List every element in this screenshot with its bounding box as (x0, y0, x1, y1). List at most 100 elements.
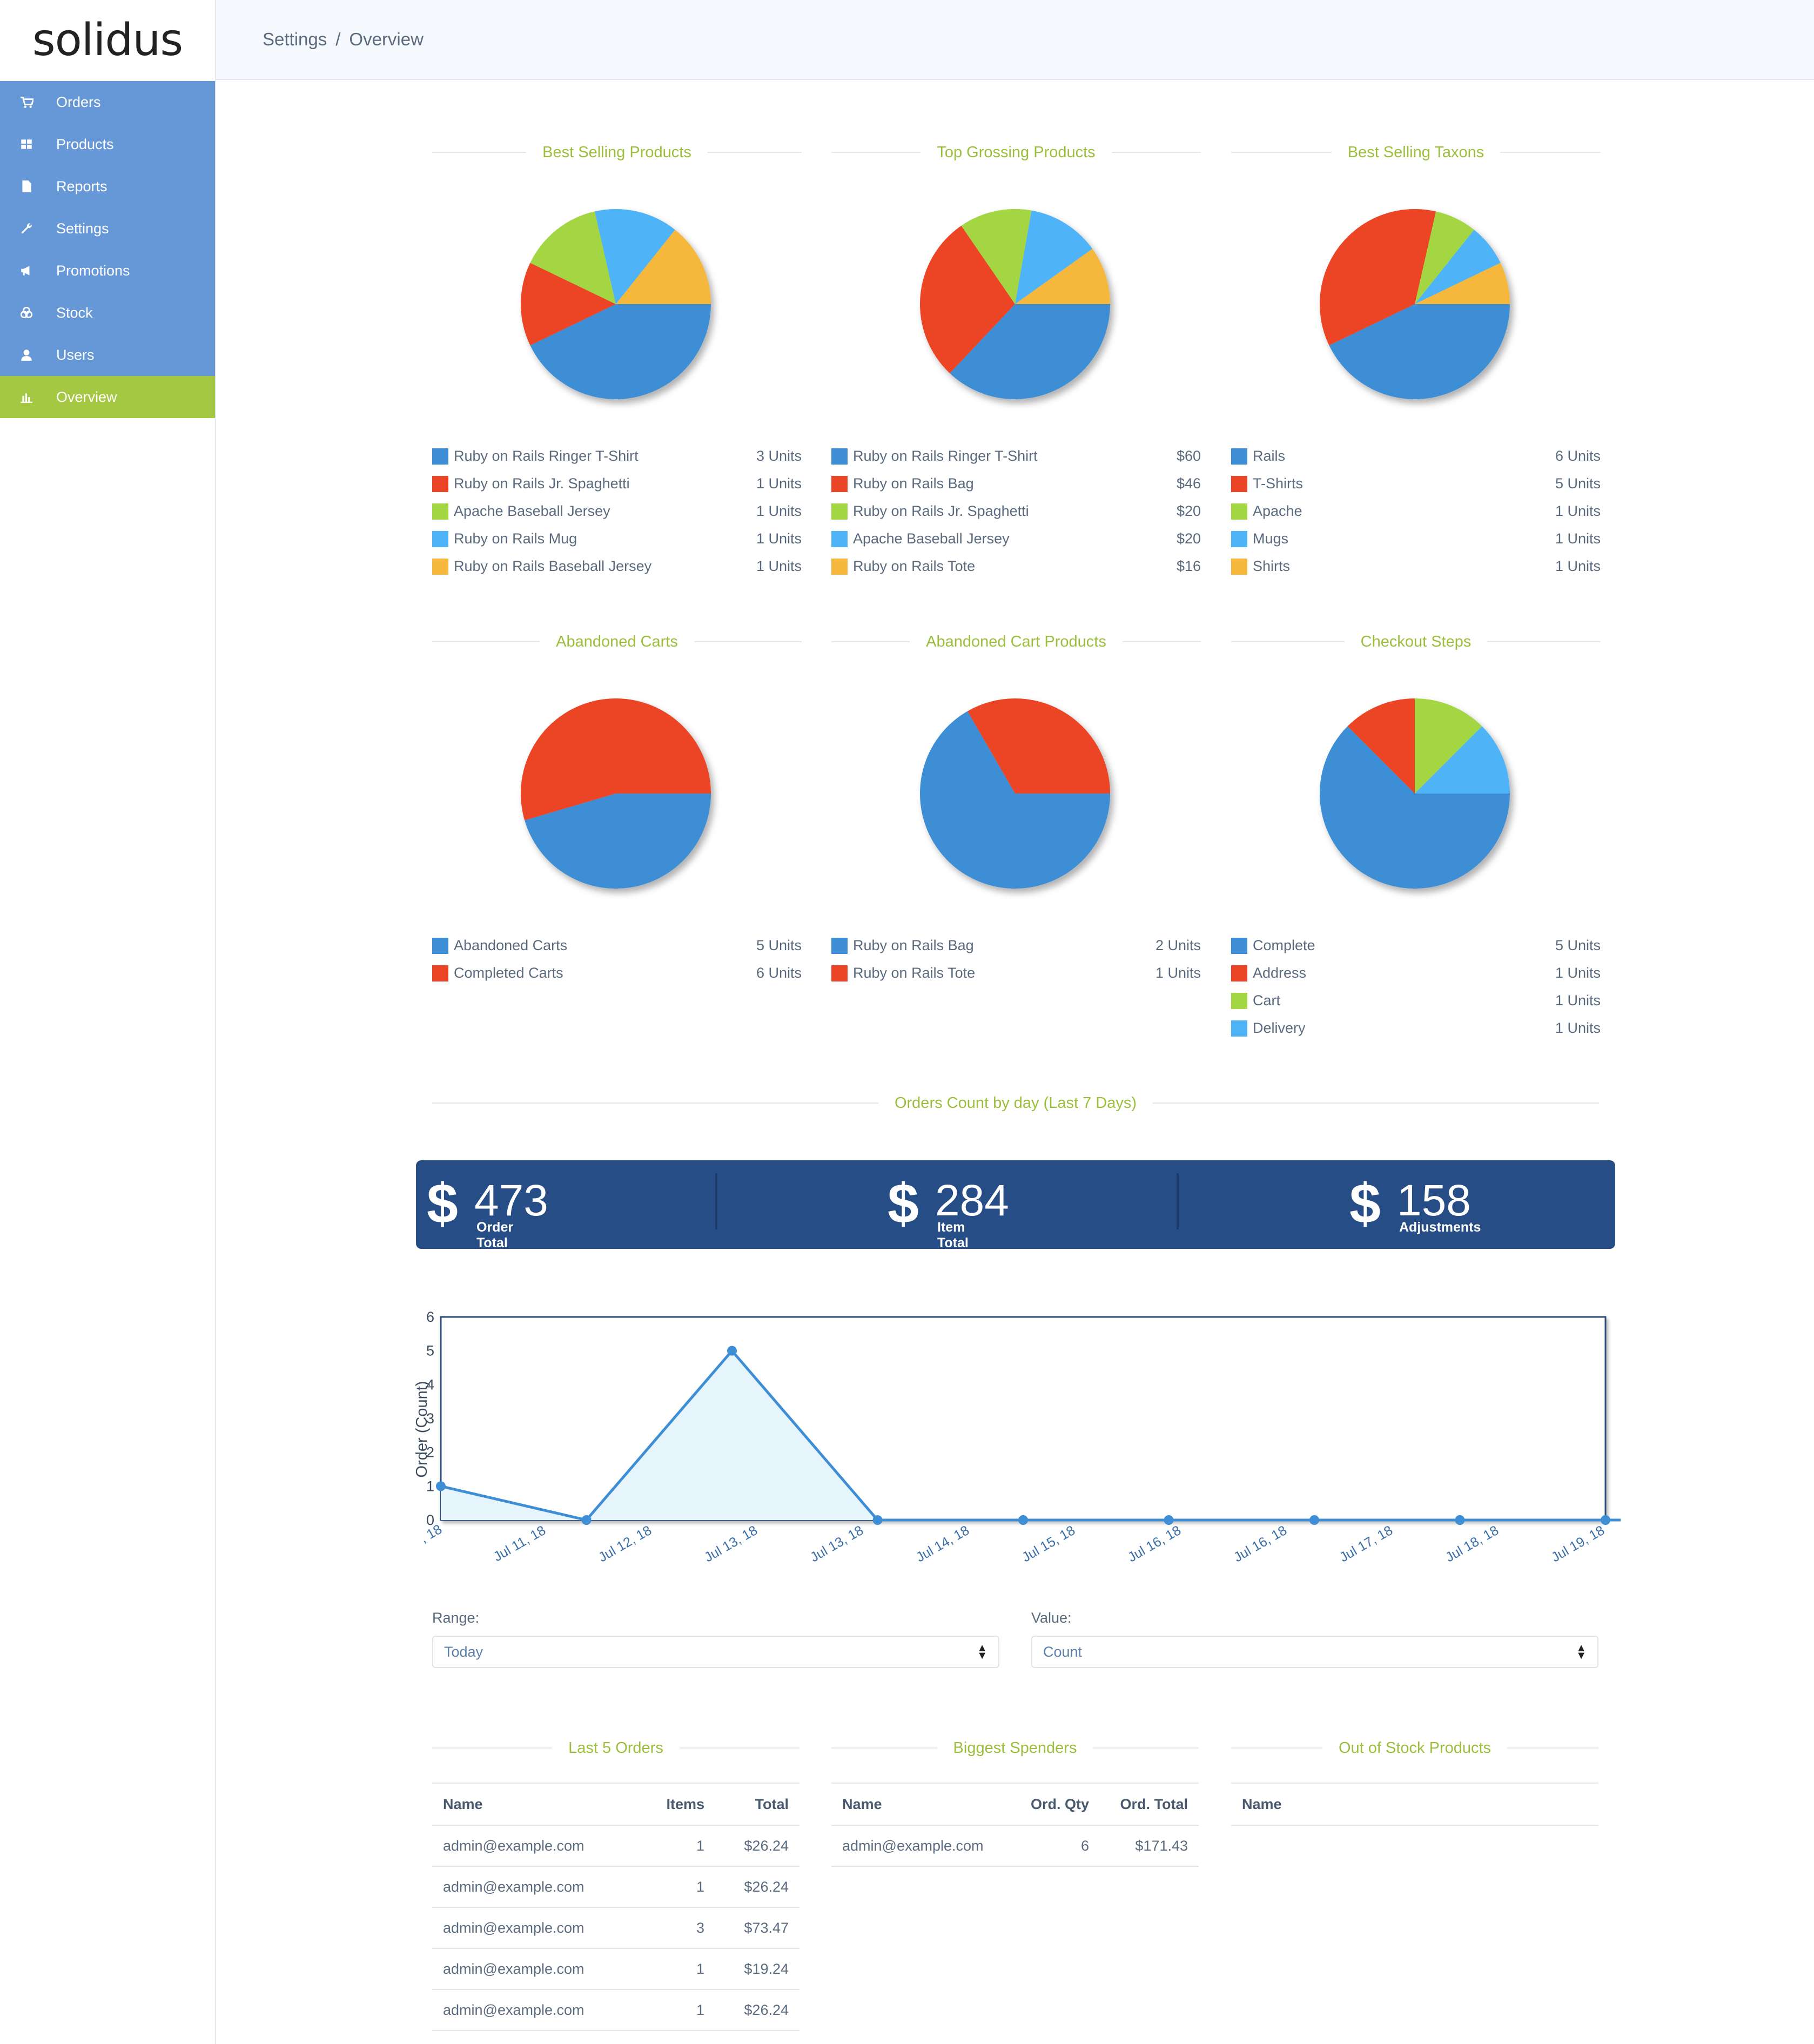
pie-slice-ruby-on-rails-ringer-t-shirt[interactable] (530, 304, 711, 399)
legend-label: Ruby on Rails Bag (853, 475, 974, 492)
legend-item[interactable]: Shirts 1 Units (1231, 553, 1601, 580)
item-total-dollar: $ (888, 1173, 919, 1235)
legend-item[interactable]: Ruby on Rails Tote 1 Units (831, 959, 1201, 987)
column-header-name[interactable]: Name (1231, 1783, 1598, 1826)
pie-slice-ruby-on-rails-baseball-jersey[interactable] (616, 230, 711, 304)
pie-slice-mugs[interactable] (1415, 230, 1501, 304)
value-select[interactable]: Count ▲ ▼ (1031, 1636, 1598, 1668)
column-header-total[interactable]: Total (715, 1783, 799, 1826)
breadcrumb-settings[interactable]: Settings (263, 29, 327, 49)
legend-item[interactable]: Complete 5 Units (1231, 932, 1601, 959)
pie-slice-ruby-on-rails-jr-spaghetti[interactable] (521, 263, 616, 346)
pie-slice-ruby-on-rails-bag[interactable] (920, 711, 1110, 889)
pie-slice-ruby-on-rails-bag[interactable] (920, 225, 1015, 374)
legend-item[interactable]: Address 1 Units (1231, 959, 1601, 987)
pie-slice-complete[interactable] (1320, 726, 1510, 889)
value-select-value: Count (1043, 1643, 1083, 1660)
pie-slice-ruby-on-rails-ringer-t-shirt[interactable] (950, 304, 1110, 399)
table-row[interactable]: admin@example.com 3 $73.47 (432, 1907, 799, 1949)
pie-slice-rails[interactable] (1329, 304, 1510, 399)
pie-slice-ruby-on-rails-tote[interactable] (968, 698, 1110, 794)
legend-item[interactable]: Ruby on Rails Ringer T-Shirt 3 Units (432, 442, 802, 470)
sidebar-item-reports[interactable]: Reports (0, 165, 215, 207)
column-header-items[interactable]: Items (639, 1783, 716, 1826)
pie-slice-apache-baseball-jersey[interactable] (530, 211, 616, 304)
chart-point[interactable] (727, 1346, 737, 1356)
table-row[interactable]: admin@example.com 1 $26.24 (432, 1989, 799, 2031)
stats-bar: $ 473 Order Total $ 284 Item Total $ 158… (416, 1160, 1615, 1250)
pie-slice-abandoned-carts[interactable] (525, 794, 711, 889)
range-select[interactable]: Today ▲ ▼ (432, 1636, 999, 1668)
column-header-name[interactable]: Name (831, 1783, 1012, 1826)
row-name[interactable]: admin@example.com (432, 1989, 640, 2031)
column-header-name[interactable]: Name (432, 1783, 640, 1826)
legend-item[interactable]: Ruby on Rails Mug 1 Units (432, 525, 802, 553)
pie-slice-t-shirts[interactable] (1320, 209, 1436, 346)
row-name[interactable]: admin@example.com (831, 1825, 1012, 1867)
legend-item[interactable]: Apache Baseball Jersey $20 (831, 525, 1201, 553)
legend-item[interactable]: Ruby on Rails Jr. Spaghetti 1 Units (432, 470, 802, 497)
chart-point[interactable] (581, 1515, 592, 1525)
sidebar-item-settings[interactable]: Settings (0, 207, 215, 250)
row-name[interactable]: admin@example.com (432, 1866, 640, 1908)
column-header-ord-qty[interactable]: Ord. Qty (1011, 1783, 1100, 1826)
pie-slice-cart[interactable] (1415, 698, 1482, 794)
pie-slice-ruby-on-rails-jr-spaghetti[interactable] (961, 209, 1032, 304)
table-row[interactable]: admin@example.com 1 $26.24 (432, 1825, 799, 1867)
row-name[interactable]: admin@example.com (432, 1948, 640, 1990)
pie-slice-ruby-on-rails-mug[interactable] (594, 209, 675, 304)
legend-item[interactable]: Delivery 1 Units (1231, 1014, 1601, 1042)
legend-item[interactable]: T-Shirts 5 Units (1231, 470, 1601, 497)
pie-slice-ruby-on-rails-tote[interactable] (1015, 248, 1110, 304)
chart-point[interactable] (1018, 1515, 1028, 1525)
legend-swatch (831, 965, 848, 981)
chart-point[interactable] (1309, 1515, 1319, 1525)
sidebar-item-products[interactable]: Products (0, 123, 215, 165)
sidebar-item-label: Orders (56, 93, 101, 110)
legend-value: 5 Units (1555, 475, 1601, 492)
legend-item[interactable]: Rails 6 Units (1231, 442, 1601, 470)
pie-slice-delivery[interactable] (1415, 726, 1510, 794)
legend-item[interactable]: Ruby on Rails Bag $46 (831, 470, 1201, 497)
sidebar-item-orders[interactable]: Orders (0, 81, 215, 123)
pie-slice-shirts[interactable] (1415, 263, 1510, 304)
table-row[interactable]: admin@example.com 1 $26.24 (432, 1866, 799, 1908)
out-of-stock-table: Name (1231, 1783, 1598, 1826)
row-name[interactable]: admin@example.com (432, 1825, 640, 1867)
legend-item[interactable]: Apache 1 Units (1231, 497, 1601, 525)
legend-label: Ruby on Rails Ringer T-Shirt (853, 448, 1038, 464)
chart-point[interactable] (436, 1481, 446, 1491)
legend-item[interactable]: Completed Carts 6 Units (432, 959, 802, 987)
sidebar-item-users[interactable]: Users (0, 334, 215, 376)
legend-item[interactable]: Apache Baseball Jersey 1 Units (432, 497, 802, 525)
best-selling-taxons-title: Best Selling Taxons (1231, 142, 1601, 163)
table-row[interactable]: admin@example.com 6 $171.43 (831, 1825, 1199, 1867)
legend-label: Ruby on Rails Ringer T-Shirt (454, 448, 639, 464)
legend-item[interactable]: Ruby on Rails Tote $16 (831, 553, 1201, 580)
chart-point[interactable] (872, 1515, 883, 1525)
legend-item[interactable]: Ruby on Rails Jr. Spaghetti $20 (831, 497, 1201, 525)
legend-item[interactable]: Mugs 1 Units (1231, 525, 1601, 553)
column-header-ord-total[interactable]: Ord. Total (1100, 1783, 1199, 1826)
logo[interactable]: solidus (32, 14, 183, 66)
sidebar-item-overview[interactable]: Overview (0, 376, 215, 418)
chart-point[interactable] (1601, 1515, 1610, 1525)
table-row[interactable]: admin@example.com 1 $19.24 (432, 1948, 799, 1990)
row-value: 1 (639, 1825, 716, 1867)
pie-slice-apache-baseball-jersey[interactable] (1015, 210, 1093, 304)
legend-item[interactable]: Ruby on Rails Bag 2 Units (831, 932, 1201, 959)
row-name[interactable]: admin@example.com (432, 1907, 640, 1949)
legend-item[interactable]: Ruby on Rails Baseball Jersey 1 Units (432, 553, 802, 580)
pie-slice-apache[interactable] (1415, 211, 1474, 304)
chart-point[interactable] (1164, 1515, 1174, 1525)
sidebar-item-promotions[interactable]: Promotions (0, 250, 215, 292)
chart-point[interactable] (1455, 1515, 1465, 1525)
legend-label: Cart (1253, 992, 1281, 1008)
stat-divider (1177, 1173, 1179, 1229)
pie-slice-completed-carts[interactable] (521, 698, 711, 821)
legend-item[interactable]: Abandoned Carts 5 Units (432, 932, 802, 959)
legend-item[interactable]: Cart 1 Units (1231, 987, 1601, 1014)
pie-slice-address[interactable] (1347, 698, 1415, 794)
legend-item[interactable]: Ruby on Rails Ringer T-Shirt $60 (831, 442, 1201, 470)
sidebar-item-stock[interactable]: Stock (0, 292, 215, 334)
